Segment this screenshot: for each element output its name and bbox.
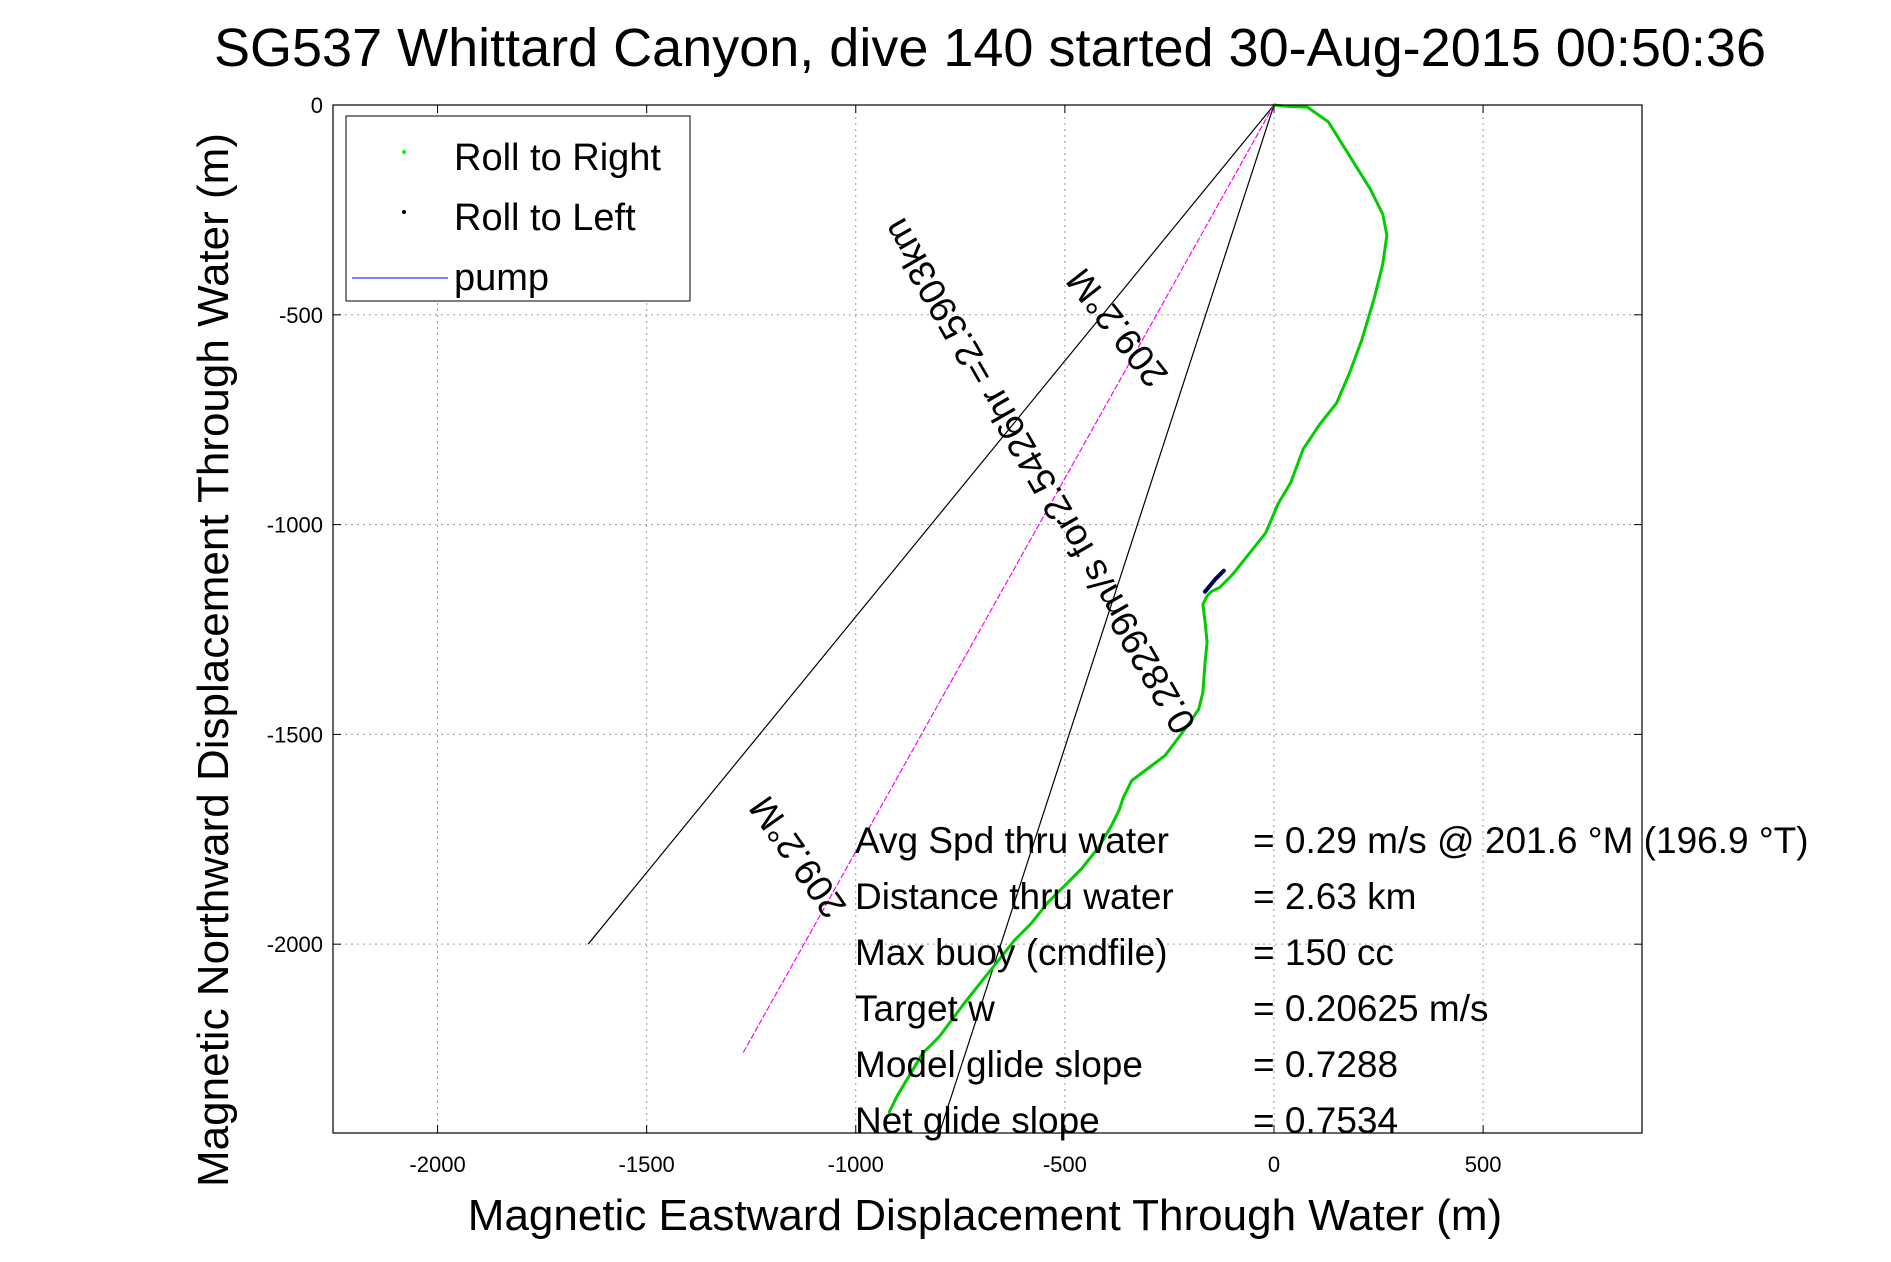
heading-line-2 — [938, 104, 1275, 1134]
legend-marker-roll-left — [402, 210, 406, 214]
heading-lines — [587, 104, 1275, 1134]
x-tick-label: 500 — [1465, 1152, 1502, 1177]
stat-value-model-glide: = 0.7288 — [1253, 1044, 1398, 1085]
y-tick-label: 0 — [311, 93, 323, 118]
heading-line-3 — [742, 104, 1275, 1054]
series-roll-left-line — [1203, 568, 1226, 594]
stat-value-target-w: = 0.20625 m/s — [1253, 988, 1489, 1029]
stat-label-target-w: Target w — [855, 988, 995, 1029]
x-tick-label: -2000 — [409, 1152, 465, 1177]
stat-label-avg-speed: Avg Spd thru water — [855, 820, 1169, 861]
legend: Roll to Right Roll to Left pump — [345, 115, 691, 302]
x-tick-label: 0 — [1268, 1152, 1280, 1177]
stat-label-model-glide: Model glide slope — [855, 1044, 1143, 1085]
legend-label-roll-right: Roll to Right — [454, 137, 661, 179]
stat-label-max-buoy: Max buoy (cmdfile) — [855, 932, 1168, 973]
axis-ticks: -2000 -1500 -1000 -500 0 500 0 -500 -1000 -1500 -2… — [267, 93, 1642, 1177]
heading-label-bottom: 209.2°M — [741, 789, 854, 926]
dive-stats: Avg Spd thru water = 0.29 m/s @ 201.6 °M… — [855, 820, 1809, 1141]
y-tick-label: -2000 — [267, 932, 323, 957]
legend-marker-roll-right — [402, 150, 406, 154]
legend-label-pump: pump — [454, 257, 549, 299]
stat-value-max-buoy: = 150 cc — [1253, 932, 1394, 973]
stat-label-net-glide: Net glide slope — [855, 1100, 1100, 1141]
stat-label-distance: Distance thru water — [855, 876, 1174, 917]
heading-label-top: 209.2°M — [1058, 261, 1175, 395]
x-axis-label: Magnetic Eastward Displacement Through W… — [468, 1191, 1502, 1240]
stat-value-distance: = 2.63 km — [1253, 876, 1417, 917]
chart-title: SG537 Whittard Canyon, dive 140 started … — [214, 18, 1766, 78]
plot-area-frame — [332, 104, 1643, 1134]
heading-line-1 — [587, 104, 1275, 945]
x-tick-label: -500 — [1043, 1152, 1087, 1177]
x-tick-label: -1500 — [619, 1152, 675, 1177]
y-tick-label: -1500 — [267, 722, 323, 747]
speed-distance-note: 0.28299m/s for2.5426hr =2.5903km — [875, 212, 1204, 741]
y-axis-label: Magnetic Northward Displacement Through … — [189, 133, 238, 1187]
y-tick-label: -500 — [279, 303, 323, 328]
track-series — [887, 103, 1389, 1114]
x-tick-label: -1000 — [828, 1152, 884, 1177]
stat-value-net-glide: = 0.7534 — [1253, 1100, 1398, 1141]
stat-value-avg-speed: = 0.29 m/s @ 201.6 °M (196.9 °T) — [1253, 820, 1809, 861]
legend-label-roll-left: Roll to Left — [454, 197, 636, 239]
y-tick-label: -1000 — [267, 513, 323, 538]
series-roll-right-line — [887, 103, 1389, 1114]
